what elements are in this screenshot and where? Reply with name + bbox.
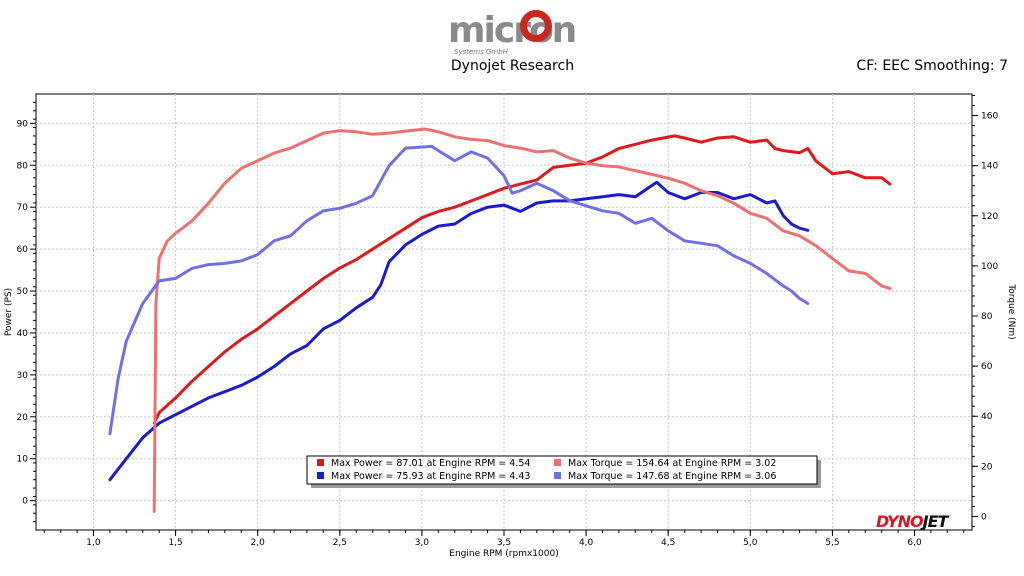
x-tick-label: 1,5 (168, 538, 182, 548)
y-right-axis-title: Torque (Nm) (1006, 283, 1016, 339)
logo-wordmark: micron (448, 10, 577, 51)
legend-entry: Max Power = 87.01 at Engine RPM = 4.54 (331, 458, 530, 469)
x-tick-label: 4,5 (661, 538, 675, 548)
y-right-tick-label: 80 (981, 312, 993, 322)
y-left-tick-label: 90 (17, 119, 29, 129)
y-right-tick-label: 40 (981, 412, 993, 422)
x-tick-label: 4,0 (579, 538, 594, 548)
y-left-tick-label: 80 (17, 161, 29, 171)
x-tick-label: 5,0 (743, 538, 758, 548)
y-left-tick-label: 40 (17, 329, 29, 339)
micron-logo: micron Systems GmbH (448, 8, 578, 56)
x-tick-label: 2,0 (251, 538, 266, 548)
brand-part-2: JET (922, 512, 949, 531)
y-right-tick-label: 60 (981, 362, 993, 372)
x-tick-label: 2,5 (333, 538, 347, 548)
y-left-tick-label: 10 (17, 455, 29, 465)
power-run2-line (108, 180, 810, 482)
dynojet-brand-logo: DYNOJET (876, 512, 949, 531)
legend-swatch (317, 472, 324, 479)
y-left-tick-label: 70 (17, 203, 29, 213)
y-right-tick-label: 140 (981, 162, 998, 172)
logo-ring-icon (520, 10, 552, 42)
y-left-tick-label: 30 (17, 371, 29, 381)
y-right-tick-label: 20 (981, 462, 993, 472)
y-left-tick-label: 0 (22, 497, 28, 507)
x-axis-title: Engine RPM (rpmx1000) (449, 549, 558, 559)
x-tick-label: 3,0 (415, 538, 430, 548)
legend-entry: Max Torque = 147.68 at Engine RPM = 3.06 (568, 471, 776, 482)
legend-entry: Max Power = 75.93 at Engine RPM = 4.43 (331, 471, 530, 482)
y-right-tick-label: 0 (981, 512, 987, 522)
y-left-tick-label: 60 (17, 245, 29, 255)
power-run1-line (152, 134, 892, 425)
logo-subtext: Systems GmbH (454, 48, 508, 56)
legend-box (306, 455, 818, 485)
correction-factor-label: CF: EEC Smoothing: 7 (856, 58, 1008, 74)
legend-swatch (554, 472, 561, 479)
legend-swatch (554, 459, 561, 466)
x-tick-label: 6,0 (907, 538, 922, 548)
x-tick-label: 3,5 (497, 538, 511, 548)
brand-part-1: DYNO (876, 512, 924, 531)
y-left-tick-label: 20 (17, 413, 29, 423)
x-tick-label: 5,5 (825, 538, 839, 548)
y-left-tick-label: 50 (17, 287, 29, 297)
legend-entry: Max Torque = 154.64 at Engine RPM = 3.02 (568, 458, 776, 469)
y-right-tick-label: 120 (981, 212, 998, 222)
chart-title: Dynojet Research (450, 58, 575, 74)
legend-swatch (317, 459, 324, 466)
y-left-axis-title: Power (PS) (4, 288, 14, 336)
torque-run2-line (108, 144, 810, 436)
y-right-tick-label: 160 (981, 112, 998, 122)
torque-run1-line (152, 127, 892, 513)
x-tick-label: 1,0 (86, 538, 101, 548)
y-right-tick-label: 100 (981, 262, 998, 272)
